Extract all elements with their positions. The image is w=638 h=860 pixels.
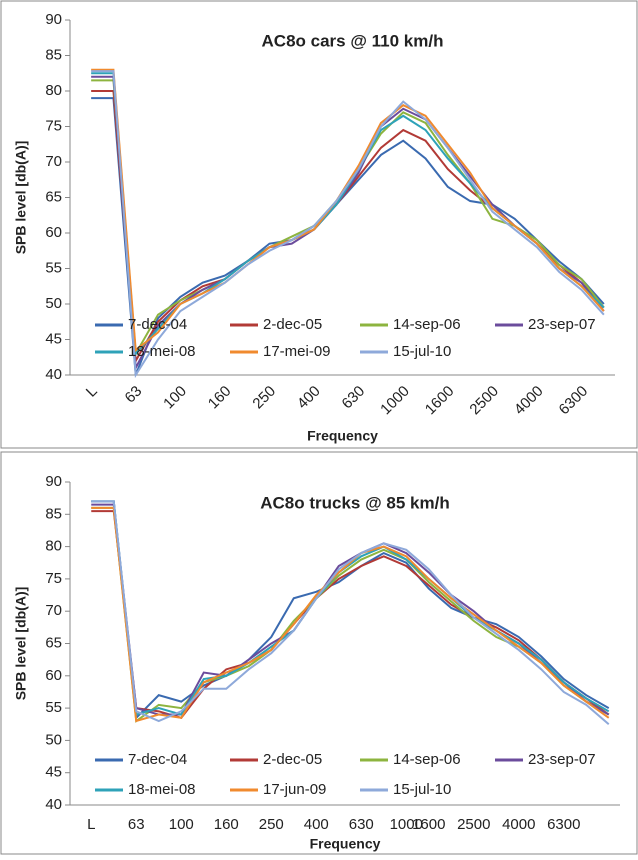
y-tick-label: 55 [45,699,62,716]
series-line [91,500,610,716]
x-tick-label: L [83,383,101,401]
legend-label: 7-dec-04 [128,316,187,333]
x-tick-label: 4000 [502,816,535,833]
x-tick-label: 1600 [422,383,458,419]
y-tick-label: 75 [45,117,62,134]
x-tick-label: 160 [214,816,239,833]
y-tick-label: 80 [45,538,62,555]
x-axis-title: Frequency [307,428,378,444]
x-tick-label: 6300 [556,383,592,419]
legend-label: 17-mei-09 [263,343,331,360]
y-tick-label: 60 [45,224,62,241]
y-tick-label: 45 [45,764,62,781]
x-tick-label: 250 [249,383,279,413]
legend-label: 17-jun-09 [263,781,326,798]
x-tick-label: 100 [169,816,194,833]
y-tick-label: 85 [45,46,62,63]
y-tick-label: 80 [45,82,62,99]
series-line [91,70,605,379]
panel-frame [0,0,638,449]
x-tick-label: 400 [304,816,329,833]
y-tick-label: 75 [45,570,62,587]
x-axis-title: Frequency [310,836,381,852]
legend-label: 2-dec-05 [263,316,322,333]
x-tick-label: 2500 [457,816,490,833]
y-tick-label: 65 [45,634,62,651]
legend-label: 18-mei-08 [128,343,196,360]
x-tick-label: 400 [294,383,324,413]
x-tick-label: 630 [339,383,369,413]
x-tick-label: 1000 [377,383,413,419]
legend-label: 14-sep-06 [393,316,461,333]
x-tick-label: 1600 [412,816,445,833]
x-tick-label: 1000 [390,816,423,833]
series-line [91,503,610,716]
x-tick-label: 630 [349,816,374,833]
y-tick-label: 40 [45,366,62,383]
y-tick-label: 50 [45,295,62,312]
series-line [91,506,610,723]
legend-label: 15-jul-10 [393,343,451,360]
x-tick-label: 100 [160,383,190,413]
legend-label: 7-dec-04 [128,751,187,768]
y-axis-title: SPB level [db(A)] [13,587,29,701]
y-tick-label: 90 [45,11,62,28]
series-line [91,510,610,719]
y-tick-label: 70 [45,153,62,170]
chart-title: AC8o cars @ 110 km/h [262,31,444,50]
x-tick-label: 6300 [547,816,580,833]
y-tick-label: 60 [45,667,62,684]
legend-label: 2-dec-05 [263,751,322,768]
y-axis-title: SPB level [db(A)] [13,141,29,255]
series-line [91,68,605,353]
legend-label: 23-sep-07 [528,751,596,768]
legend-label: 15-jul-10 [393,781,451,798]
y-tick-label: 50 [45,731,62,748]
y-tick-label: 55 [45,259,62,276]
x-tick-label: 63 [128,816,145,833]
y-tick-label: 90 [45,473,62,490]
series-line [91,97,605,376]
x-tick-label: 2500 [466,383,502,419]
x-tick-label: 250 [259,816,284,833]
x-tick-label: 4000 [511,383,547,419]
series-line [91,500,610,726]
y-tick-label: 85 [45,505,62,522]
y-tick-label: 45 [45,330,62,347]
panel-frame [0,451,638,855]
series-line [91,506,610,723]
series-line [91,500,610,720]
y-tick-label: 65 [45,188,62,205]
legend-label: 23-sep-07 [528,316,596,333]
y-tick-label: 40 [45,796,62,813]
x-tick-label: 160 [205,383,235,413]
x-tick-label: 63 [122,383,146,407]
y-tick-label: 70 [45,602,62,619]
x-tick-label: L [87,816,95,833]
chart-title: AC8o trucks @ 85 km/h [260,493,449,512]
legend-label: 14-sep-06 [393,751,461,768]
legend-label: 18-mei-08 [128,781,196,798]
